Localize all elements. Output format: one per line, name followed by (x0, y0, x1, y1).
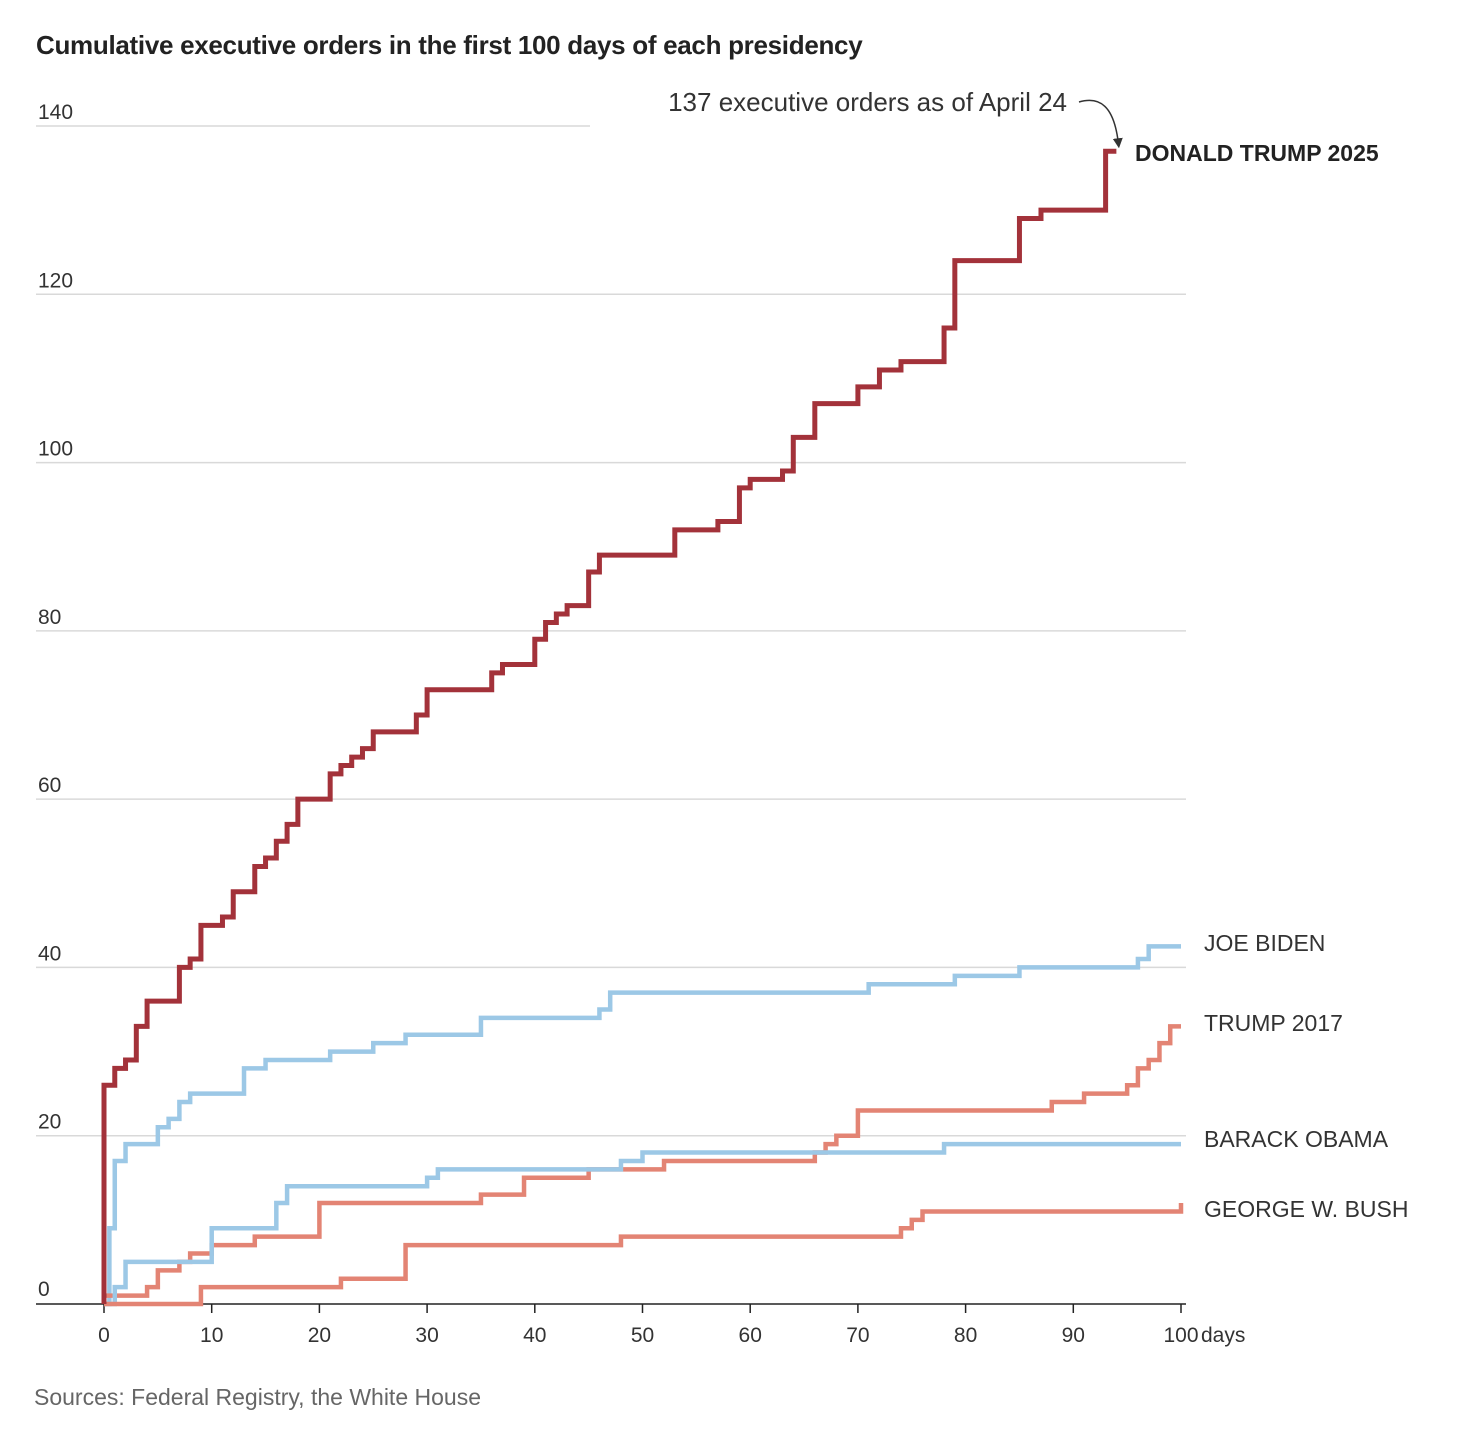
chart-source: Sources: Federal Registry, the White Hou… (34, 1384, 481, 1410)
series-line-george-w-bush (104, 1203, 1184, 1307)
x-axis-unit-label: days (1201, 1324, 1245, 1347)
axis-layer: 0 20 40 60 80 100 120 140 0 10 20 30 40 50 60 70 80 90 100… (36, 101, 1245, 1347)
y-tick-label: 80 (38, 606, 61, 629)
x-tick-label: 60 (739, 1324, 762, 1347)
annotation-text: 137 executive orders as of April 24 (668, 87, 1067, 117)
series-label-joe-biden: JOE BIDEN (1204, 930, 1325, 956)
y-tick-label: 60 (38, 774, 61, 797)
x-tick-label: 80 (954, 1324, 977, 1347)
y-tick-label: 140 (38, 101, 73, 124)
y-tick-label: 100 (38, 438, 73, 461)
chart-title: Cumulative executive orders in the first… (36, 30, 863, 60)
series-label-george-w-bush: GEORGE W. BUSH (1204, 1196, 1408, 1222)
y-tick-label: 20 (38, 1111, 61, 1134)
x-tick-label: 100 (1163, 1324, 1198, 1347)
y-tick-label: 40 (38, 942, 61, 965)
annotation-arrow (1078, 99, 1123, 149)
series-layer (101, 148, 1184, 1307)
grid-layer (36, 125, 1186, 1137)
x-tick-label: 90 (1062, 1324, 1085, 1347)
series-line-barack-obama (104, 1141, 1181, 1307)
x-tick-label: 0 (98, 1324, 110, 1347)
y-tick-label: 120 (38, 269, 73, 292)
x-tick-label: 70 (846, 1324, 869, 1347)
series-label-barack-obama: BARACK OBAMA (1204, 1126, 1389, 1152)
x-tick-label: 50 (631, 1324, 654, 1347)
series-label-trump-2017: TRUMP 2017 (1204, 1010, 1343, 1036)
series-line-donald-trump-2025 (101, 148, 1117, 1304)
x-tick-label: 20 (308, 1324, 331, 1347)
y-tick-label: 0 (38, 1278, 50, 1301)
x-tick-label: 40 (523, 1324, 546, 1347)
series-line-joe-biden (104, 944, 1181, 1307)
series-label-donald-trump-2025: DONALD TRUMP 2025 (1135, 140, 1379, 166)
label-layer: DONALD TRUMP 2025 JOE BIDEN TRUMP 2017 BARA… (668, 87, 1408, 1222)
x-tick-label: 30 (415, 1324, 438, 1347)
x-tick-label: 10 (200, 1324, 223, 1347)
